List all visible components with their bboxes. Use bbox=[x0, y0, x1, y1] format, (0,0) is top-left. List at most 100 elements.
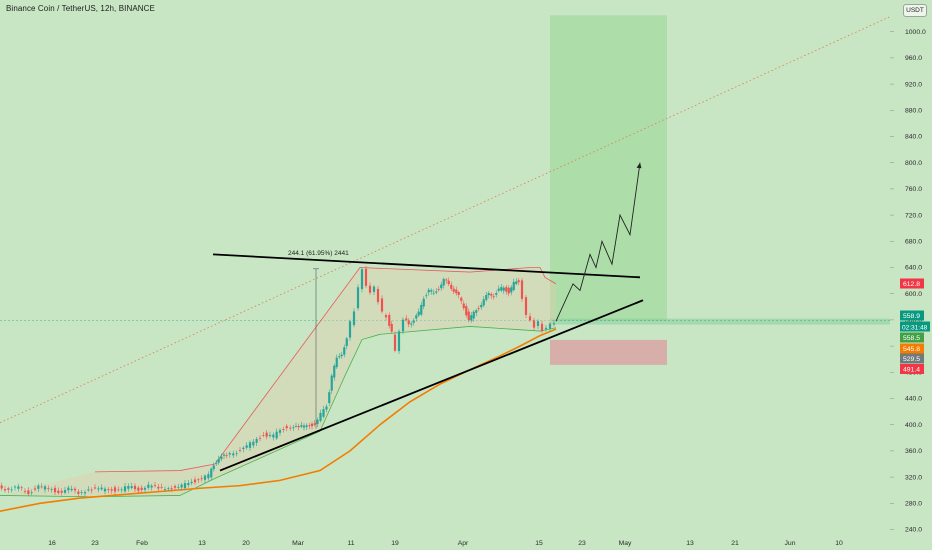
candle-body bbox=[275, 431, 278, 439]
candle-body bbox=[285, 426, 288, 429]
candle-body bbox=[477, 308, 480, 310]
candle-body bbox=[415, 315, 418, 319]
y-tick-label: 880.0 bbox=[905, 108, 922, 115]
candle-body bbox=[536, 321, 540, 326]
candle-body bbox=[338, 356, 341, 358]
candle-body bbox=[300, 425, 303, 427]
candle-body bbox=[335, 357, 338, 368]
candle-body bbox=[248, 442, 252, 448]
candle-body bbox=[180, 484, 183, 488]
candle-body bbox=[90, 489, 93, 491]
y-tick-label: 360.0 bbox=[905, 448, 922, 455]
candle-body bbox=[356, 287, 360, 309]
price-label: 529.5 bbox=[903, 356, 920, 363]
currency-button[interactable]: USDT bbox=[903, 4, 927, 17]
candle-body bbox=[30, 492, 33, 494]
candle-body bbox=[302, 425, 306, 428]
candle-body bbox=[465, 306, 468, 316]
candle-body bbox=[70, 488, 73, 491]
candle-body bbox=[77, 491, 80, 494]
candle-body bbox=[410, 323, 413, 325]
candle-body bbox=[345, 338, 348, 347]
candle-body bbox=[405, 318, 408, 321]
candle-body bbox=[197, 479, 200, 481]
candle-body bbox=[427, 289, 430, 293]
y-tick-label: 560.0 bbox=[905, 317, 922, 324]
price-label-box bbox=[900, 278, 924, 289]
candle-body bbox=[422, 298, 425, 307]
candle-body bbox=[348, 321, 352, 338]
x-tick-label: 13 bbox=[198, 540, 206, 547]
candle-body bbox=[23, 491, 27, 492]
candle-body bbox=[437, 288, 440, 290]
candle-body bbox=[258, 437, 262, 439]
candle-body bbox=[268, 434, 272, 437]
candle-body bbox=[43, 486, 47, 490]
candle-body bbox=[123, 486, 127, 492]
x-tick-label: 10 bbox=[835, 540, 843, 547]
candle-body bbox=[322, 409, 325, 417]
candle-body bbox=[445, 279, 448, 281]
candle-body bbox=[210, 468, 213, 478]
candle-body bbox=[50, 489, 53, 490]
candle-body bbox=[297, 426, 300, 428]
y-tick-label: 840.0 bbox=[905, 134, 922, 141]
candle-body bbox=[130, 486, 133, 489]
candle-body bbox=[455, 289, 458, 294]
x-axis-panel bbox=[0, 536, 932, 550]
candle-body bbox=[235, 453, 238, 455]
x-tick-label: May bbox=[619, 540, 632, 547]
candle-body bbox=[137, 487, 140, 491]
series-layer bbox=[0, 265, 557, 512]
candle-body bbox=[238, 450, 242, 451]
y-axis-panel bbox=[890, 0, 932, 550]
price-label-box bbox=[900, 353, 924, 364]
candle-body bbox=[63, 489, 67, 493]
candle-body bbox=[528, 316, 532, 321]
candle-body bbox=[340, 354, 343, 357]
candle-body bbox=[540, 323, 544, 332]
candle-body bbox=[173, 485, 177, 488]
candle-body bbox=[87, 489, 90, 491]
price-label: 558.5 bbox=[903, 335, 920, 342]
candle-body bbox=[10, 489, 13, 491]
candle-body bbox=[388, 314, 391, 326]
candle-body bbox=[305, 425, 308, 427]
x-tick-label: 15 bbox=[535, 540, 543, 547]
candle-body bbox=[177, 486, 180, 488]
candle-body bbox=[512, 281, 515, 291]
candle-body bbox=[401, 319, 405, 332]
candle-body bbox=[490, 293, 493, 296]
price-label-box bbox=[900, 310, 924, 321]
candle-body bbox=[450, 284, 453, 289]
candle-body bbox=[310, 423, 314, 427]
candle-body bbox=[364, 268, 368, 286]
candle-body bbox=[319, 412, 322, 421]
candle-body bbox=[502, 287, 505, 291]
candle-body bbox=[27, 490, 30, 495]
candle-body bbox=[127, 486, 130, 489]
candle-body bbox=[7, 488, 10, 490]
candle-body bbox=[255, 438, 258, 443]
x-tick-label: Apr bbox=[458, 540, 469, 547]
price-label: 612.8 bbox=[903, 281, 920, 288]
candle-body bbox=[97, 488, 100, 490]
candle-body bbox=[390, 324, 393, 332]
candle-body bbox=[67, 487, 70, 491]
candle-body bbox=[372, 286, 376, 292]
candle-body bbox=[492, 296, 495, 298]
y-tick-label: 800.0 bbox=[905, 160, 922, 167]
price-timer-box bbox=[900, 321, 930, 332]
stop-zone bbox=[550, 339, 667, 365]
candle-body bbox=[215, 463, 218, 464]
target-zone bbox=[550, 15, 667, 321]
candle-body bbox=[475, 310, 478, 313]
candle-body bbox=[462, 303, 465, 309]
candle-body bbox=[110, 489, 113, 491]
candle-body bbox=[544, 327, 548, 330]
candle-body bbox=[352, 311, 356, 326]
x-tick-label: 23 bbox=[578, 540, 586, 547]
candle-body bbox=[100, 487, 103, 490]
